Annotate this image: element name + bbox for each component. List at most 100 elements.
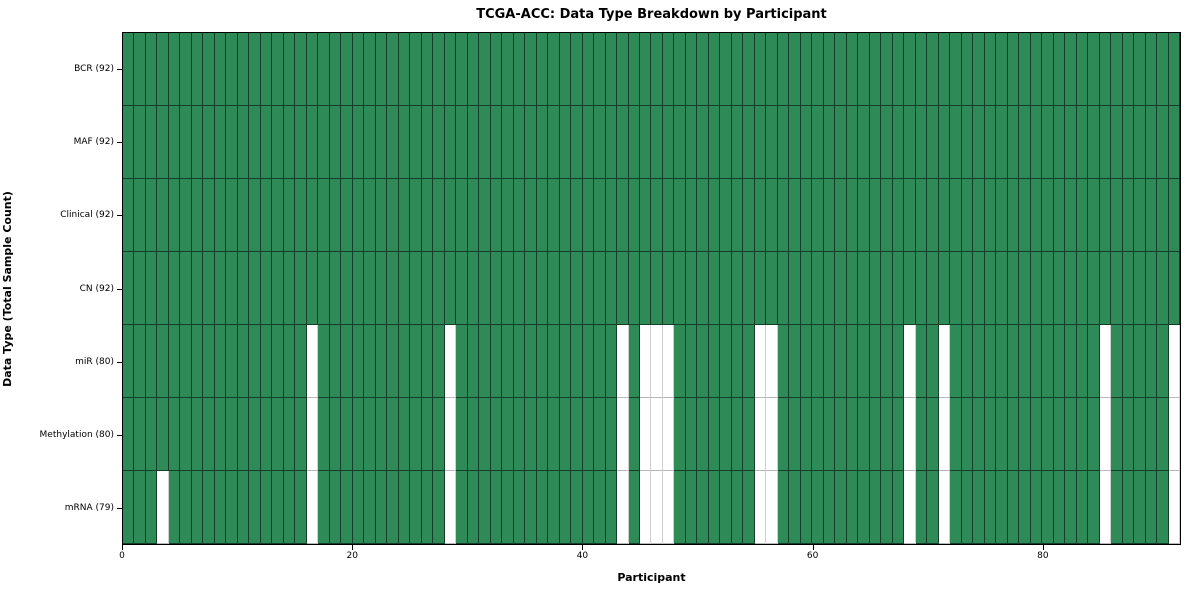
y-tick-mark	[117, 288, 122, 290]
heatmap-cell	[525, 325, 537, 398]
heatmap-cell	[697, 179, 709, 252]
heatmap-cell	[651, 398, 663, 471]
heatmap-cell	[260, 179, 273, 252]
heatmap-cell	[1122, 33, 1135, 106]
heatmap-cell	[766, 33, 778, 106]
heatmap-cell	[640, 325, 652, 398]
heatmap-cell	[789, 325, 801, 398]
heatmap-cell	[823, 252, 836, 325]
heatmap-cell	[961, 325, 974, 398]
heatmap-cell	[628, 252, 640, 325]
heatmap-cell	[662, 325, 675, 398]
heatmap-cell	[157, 471, 169, 544]
heatmap-cell	[1168, 33, 1180, 106]
heatmap-cell	[548, 33, 560, 106]
heatmap-cell	[961, 252, 974, 325]
heatmap-cell	[467, 471, 480, 544]
heatmap-cell	[1168, 179, 1180, 252]
heatmap-cell	[1088, 398, 1100, 471]
heatmap-cell	[720, 106, 732, 179]
x-tick-mark	[812, 545, 814, 550]
heatmap-cell	[743, 471, 755, 544]
heatmap-cell	[1134, 106, 1146, 179]
heatmap-cell	[973, 471, 985, 544]
heatmap-cell	[915, 398, 928, 471]
heatmap-cell	[697, 33, 709, 106]
heatmap-cell	[123, 106, 135, 179]
heatmap-cell	[249, 252, 261, 325]
heatmap-cell	[961, 106, 974, 179]
heatmap-cell	[617, 398, 629, 471]
heatmap-cell	[548, 252, 560, 325]
heatmap-cell	[858, 106, 870, 179]
heatmap-cell	[1042, 325, 1054, 398]
heatmap-cell	[283, 179, 296, 252]
heatmap-cell	[502, 325, 514, 398]
heatmap-cell	[329, 398, 342, 471]
heatmap-cell	[892, 471, 905, 544]
heatmap-cell	[1168, 106, 1180, 179]
heatmap-cell	[766, 325, 778, 398]
heatmap-cell	[628, 106, 640, 179]
x-tick-mark	[1042, 545, 1044, 550]
heatmap-cell	[341, 398, 353, 471]
heatmap-cell	[318, 179, 330, 252]
heatmap-cell	[1030, 471, 1043, 544]
heatmap-cell	[697, 106, 709, 179]
heatmap-cell	[191, 398, 204, 471]
heatmap-cell	[191, 252, 204, 325]
heatmap-cell	[800, 33, 813, 106]
heatmap-cell	[651, 471, 663, 544]
heatmap-cell	[283, 398, 296, 471]
heatmap-cell	[1157, 325, 1169, 398]
heatmap-cell	[387, 33, 399, 106]
heatmap-cell	[352, 471, 365, 544]
heatmap-cell	[1122, 471, 1135, 544]
heatmap-cell	[168, 33, 181, 106]
heatmap-cell	[973, 179, 985, 252]
heatmap-cell	[1042, 471, 1054, 544]
heatmap-cell	[950, 106, 962, 179]
heatmap-cell	[283, 33, 296, 106]
heatmap-cell	[364, 471, 376, 544]
heatmap-cell	[467, 398, 480, 471]
heatmap-cell	[777, 33, 790, 106]
heatmap-cell	[1145, 471, 1158, 544]
heatmap-cell	[858, 398, 870, 471]
heatmap-cell	[651, 33, 663, 106]
heatmap-cell	[203, 179, 215, 252]
y-tick-label: CN (92)	[79, 283, 114, 294]
heatmap-cell	[640, 179, 652, 252]
heatmap-cell	[283, 106, 296, 179]
heatmap-cell	[605, 471, 618, 544]
heatmap-cell	[812, 33, 824, 106]
heatmap-cell	[594, 106, 606, 179]
heatmap-cell	[835, 252, 847, 325]
heatmap-cell	[559, 471, 572, 544]
heatmap-cell	[421, 398, 434, 471]
y-tick-mark	[117, 141, 122, 143]
heatmap-cell	[1122, 179, 1135, 252]
heatmap-cell	[444, 33, 457, 106]
heatmap-cell	[697, 471, 709, 544]
heatmap-cell	[145, 106, 158, 179]
heatmap-cell	[617, 471, 629, 544]
heatmap-cell	[1111, 471, 1123, 544]
heatmap-cell	[318, 398, 330, 471]
heatmap-cell	[800, 106, 813, 179]
heatmap-cell	[731, 471, 744, 544]
heatmap-cell	[398, 33, 411, 106]
heatmap-cell	[1122, 398, 1135, 471]
heatmap-cell	[685, 106, 698, 179]
heatmap-cell	[513, 325, 526, 398]
heatmap-cell	[123, 33, 135, 106]
heatmap-cell	[1065, 252, 1077, 325]
heatmap-cell	[674, 471, 686, 544]
heatmap-cell	[168, 471, 181, 544]
heatmap-cell	[754, 179, 767, 252]
heatmap-cell	[892, 179, 905, 252]
heatmap-cell	[892, 252, 905, 325]
heatmap-cell	[421, 33, 434, 106]
heatmap-cell	[685, 179, 698, 252]
heatmap-cell	[1019, 398, 1031, 471]
